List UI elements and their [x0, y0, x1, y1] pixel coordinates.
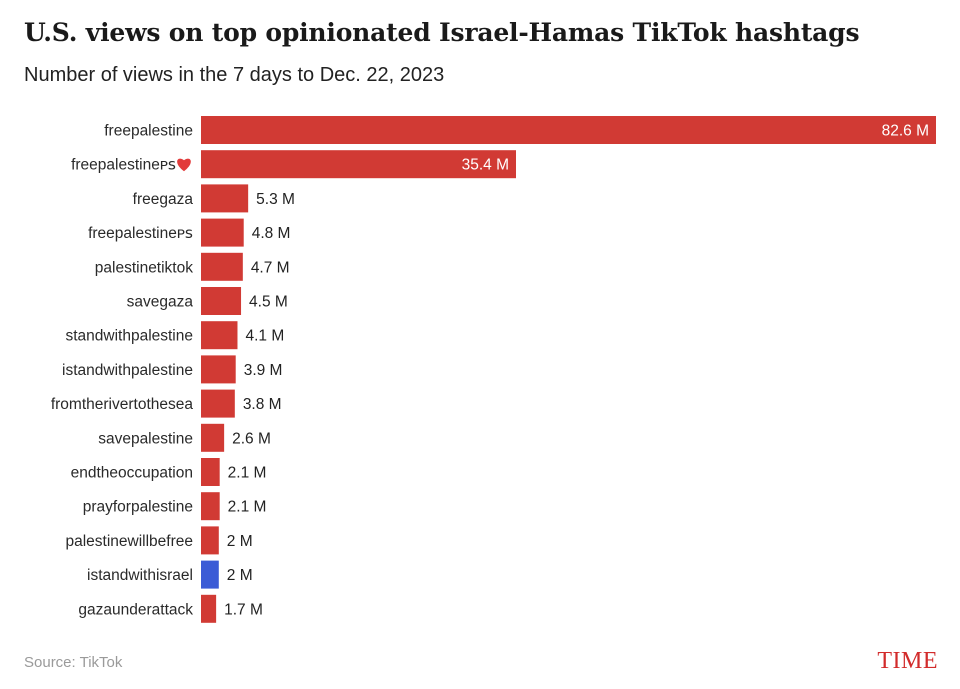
bar	[201, 116, 936, 144]
category-label: endtheoccupation	[71, 465, 193, 482]
category-label: fromtherivertothesea	[51, 396, 194, 413]
bar	[201, 526, 219, 555]
time-logo: TIME	[877, 648, 938, 674]
bar	[201, 458, 220, 486]
bar	[201, 321, 238, 350]
bar	[201, 389, 235, 418]
category-label: prayforpalestine	[83, 499, 193, 516]
category-label: savegaza	[127, 294, 194, 311]
value-label: 4.5 M	[249, 294, 288, 311]
category-label: istandwithpalestine	[62, 362, 193, 379]
bar	[201, 150, 516, 179]
category-label: istandwithisrael	[87, 567, 193, 584]
bar	[201, 492, 220, 521]
bar	[201, 218, 244, 247]
category-label: palestinetiktok	[95, 259, 193, 276]
value-label: 1.7 M	[224, 601, 263, 618]
bar	[201, 423, 225, 452]
source-note: Source: TikTok	[24, 654, 123, 671]
value-label: 2.1 M	[228, 499, 267, 516]
value-label: 2 M	[227, 533, 253, 550]
category-label: freegaza	[133, 191, 194, 208]
bar	[201, 184, 249, 213]
value-label: 4.7 M	[251, 259, 290, 276]
value-label: 2.6 M	[232, 430, 271, 447]
chart-title: U.S. views on top opinionated Israel-Ham…	[24, 18, 860, 47]
value-label: 5.3 M	[256, 191, 295, 208]
heart-icon	[177, 158, 191, 172]
value-label: 4.1 M	[245, 328, 284, 345]
value-label: 4.8 M	[252, 225, 291, 242]
bar	[201, 287, 242, 315]
chart-subtitle: Number of views in the 7 days to Dec. 22…	[24, 64, 445, 86]
value-label: 2 M	[227, 567, 253, 584]
category-label: freepalestineᴘꜱ	[71, 157, 176, 174]
category-label: standwithpalestine	[65, 328, 193, 345]
category-label: gazaunderattack	[78, 601, 193, 618]
category-label: freepalestineᴘꜱ	[88, 225, 193, 242]
value-label: 82.6 M	[882, 123, 929, 140]
bar	[201, 252, 243, 281]
category-label: savepalestine	[98, 430, 193, 447]
value-label: 3.9 M	[244, 362, 283, 379]
value-label: 3.8 M	[243, 396, 282, 413]
category-label: palestinewillbefree	[65, 533, 193, 550]
bar	[201, 594, 217, 623]
value-label: 35.4 M	[462, 157, 509, 174]
bar	[201, 355, 236, 384]
bar	[201, 560, 219, 589]
category-label: freepalestine	[104, 123, 193, 140]
value-label: 2.1 M	[228, 465, 267, 482]
